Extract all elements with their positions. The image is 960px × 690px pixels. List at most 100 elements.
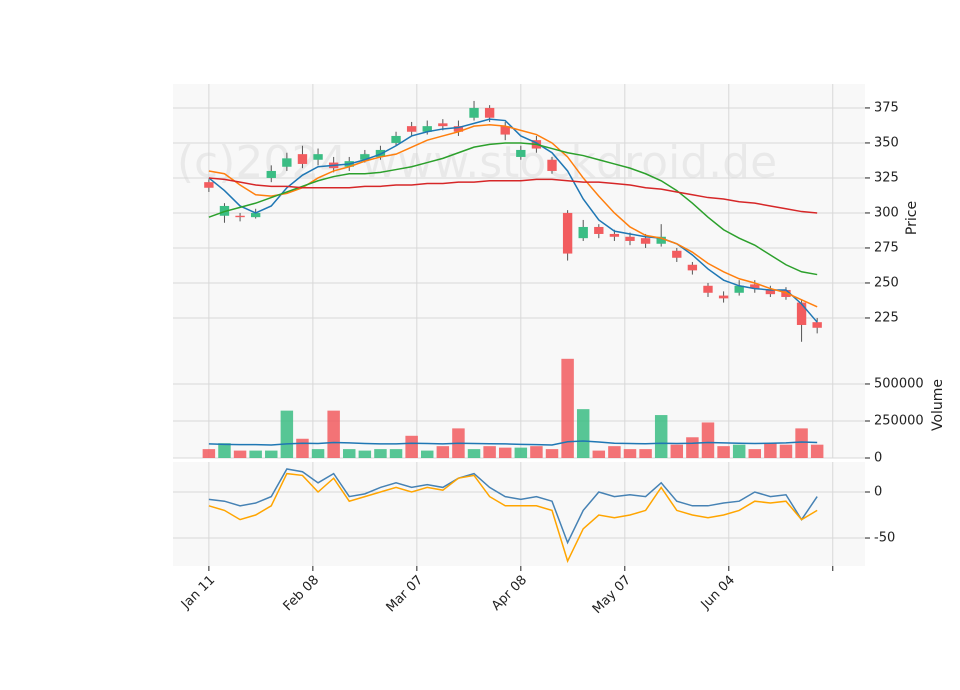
candle-body — [235, 215, 245, 218]
candle-body — [812, 322, 822, 328]
volume-bar — [717, 446, 730, 458]
volume-bar — [592, 450, 606, 458]
candle-body — [360, 154, 370, 160]
volume-bar — [701, 422, 715, 458]
volume-bar — [795, 428, 808, 458]
volume-bar — [623, 449, 637, 458]
candle-body — [266, 170, 276, 178]
volume-bar — [249, 450, 262, 458]
y-tick-label: 325 — [874, 170, 899, 185]
indicator-line — [208, 468, 818, 545]
y-tick-label: -50 — [874, 531, 895, 546]
y-tick-label: 250 — [874, 275, 899, 290]
indicator-line — [208, 472, 818, 564]
candle-body — [547, 159, 557, 171]
candle-body — [391, 135, 401, 143]
volume-bar — [686, 437, 699, 458]
candle-body — [484, 107, 495, 118]
candle-body — [297, 154, 308, 164]
candle-body — [609, 233, 620, 237]
volume-bar — [265, 450, 278, 458]
volume-bar — [420, 450, 434, 458]
candle-body — [625, 236, 635, 241]
watermark: (c)2024 www.stockdroid.de — [177, 137, 777, 188]
volume-axis-title: Volume — [930, 379, 946, 431]
candle-body — [313, 154, 323, 160]
y-axis-title: Price — [904, 201, 920, 235]
volume-bar — [748, 449, 762, 458]
candle-body — [687, 264, 698, 271]
candle-body — [672, 250, 682, 258]
volume-bar — [545, 449, 559, 458]
y-tick-label: 275 — [874, 240, 899, 255]
candle-body — [406, 126, 417, 132]
volume-panel — [173, 352, 865, 458]
volume-bar — [280, 410, 294, 458]
volume-bar — [608, 446, 621, 458]
candle-body — [578, 226, 588, 239]
volume-bar — [670, 444, 684, 458]
volume-bar — [576, 409, 590, 458]
volume-bar — [389, 449, 403, 458]
y-tick-label: 0 — [874, 451, 882, 466]
volume-bar — [358, 450, 372, 458]
y-tick-label: 225 — [874, 310, 899, 325]
candle-body — [640, 238, 651, 244]
candle-body — [656, 236, 666, 244]
volume-bar — [483, 446, 496, 458]
volume-average — [208, 440, 818, 446]
y-tick-label: 500000 — [874, 376, 924, 391]
x-tick-label: Jun 04 — [698, 573, 738, 613]
volume-bar — [296, 438, 309, 458]
candle-body — [594, 226, 604, 234]
volume-bar — [764, 443, 777, 458]
candle-body — [438, 123, 448, 127]
candle-body — [250, 212, 261, 218]
volume-bar — [218, 443, 231, 458]
candle-body — [703, 285, 713, 293]
candle-body — [750, 284, 760, 289]
candle-body — [765, 289, 776, 295]
candle-body — [718, 295, 729, 299]
volume-bar — [311, 449, 325, 458]
candle-body — [500, 126, 510, 135]
volume-bar — [327, 410, 340, 458]
price-panel — [173, 84, 865, 352]
candle-body — [204, 182, 214, 188]
y-tick-label: 250000 — [874, 413, 924, 428]
y-tick-label: 350 — [874, 135, 899, 150]
candle-body — [734, 285, 744, 293]
candle-body — [796, 302, 807, 325]
candle-body — [282, 158, 292, 167]
volume-bar — [654, 415, 668, 458]
candle-body — [469, 107, 479, 118]
candle-body — [422, 126, 432, 132]
volume-bar — [436, 446, 450, 458]
moving-average — [208, 177, 818, 214]
volume-bar — [810, 444, 824, 458]
y-tick-label: 300 — [874, 205, 899, 220]
volume-bar — [374, 449, 387, 458]
x-tick-label: Jan 11 — [178, 573, 218, 613]
volume-bar — [498, 447, 512, 458]
volume-bar — [732, 444, 746, 458]
volume-bar — [561, 358, 574, 458]
moving-average — [208, 142, 818, 276]
volume-bar — [405, 435, 418, 458]
x-tick-label: Feb 08 — [281, 573, 323, 615]
volume-bar — [779, 444, 793, 458]
volume-bar — [514, 447, 528, 458]
volume-bar — [202, 449, 216, 458]
volume-bar — [343, 449, 356, 458]
x-tick-label: May 07 — [590, 573, 634, 617]
x-tick-label: Mar 07 — [384, 573, 427, 616]
x-tick-label: Apr 08 — [489, 573, 530, 614]
indicator-panel — [173, 462, 865, 566]
y-tick-label: 375 — [874, 100, 899, 115]
volume-bar — [467, 449, 481, 458]
candle-body — [516, 149, 526, 157]
candle-body — [562, 212, 573, 254]
volume-bar — [233, 450, 247, 458]
volume-bar — [530, 446, 543, 458]
